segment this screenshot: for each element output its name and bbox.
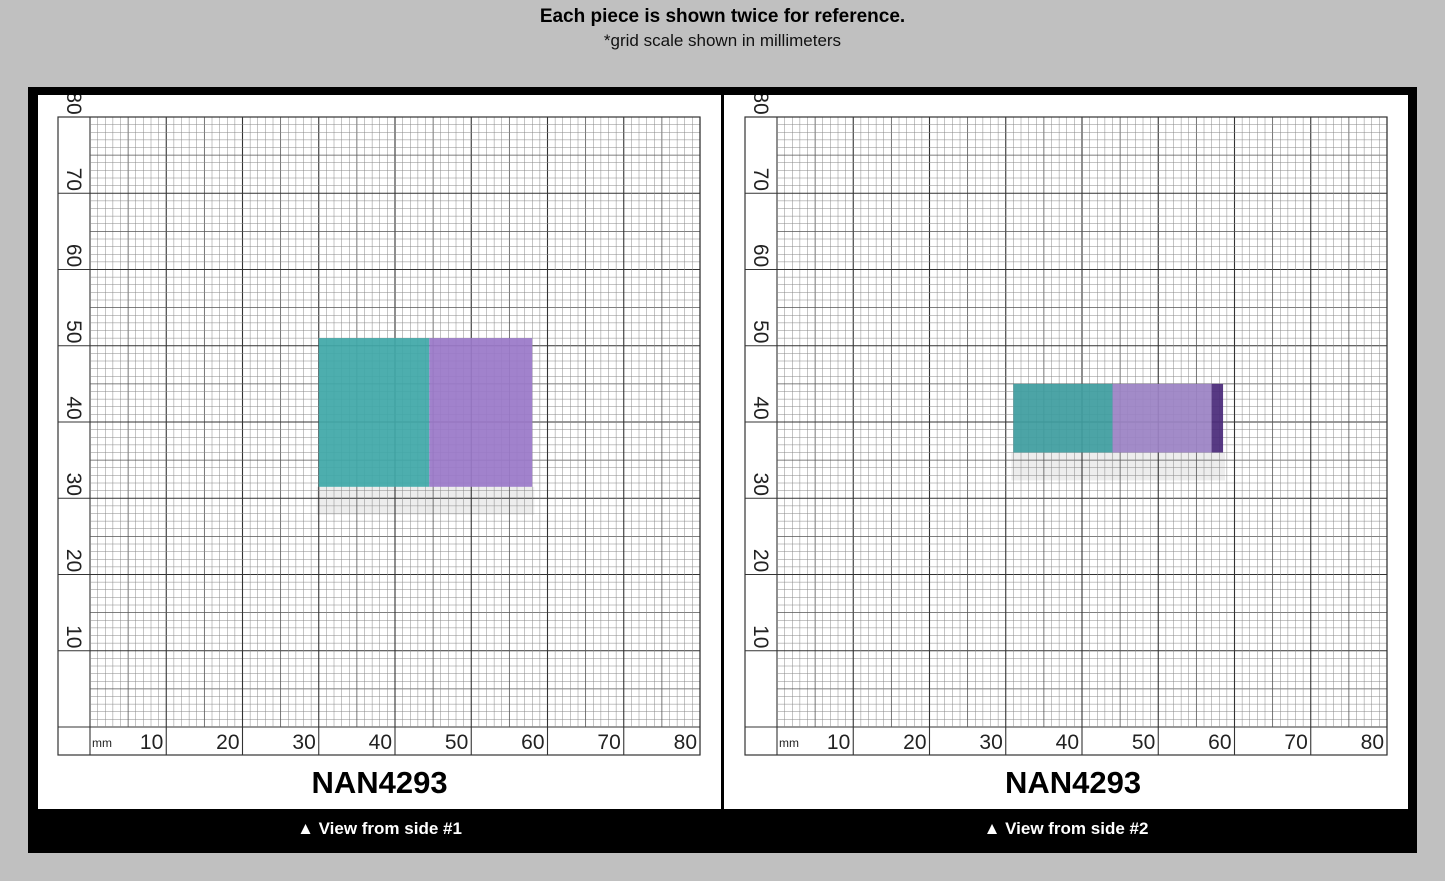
- y-scale-label: 20: [62, 549, 85, 572]
- x-scale-label: 80: [1361, 731, 1384, 754]
- y-scale-label: 20: [749, 549, 772, 572]
- x-scale-label: 10: [827, 731, 850, 754]
- y-scale-label: 70: [749, 168, 772, 191]
- piece-shadow: [1011, 452, 1115, 481]
- x-scale-label: 40: [369, 731, 392, 754]
- piece: [1211, 383, 1224, 453]
- grid-image: mm 10 20 30 40 50 60 70 80 10 20 30 40 50 60 70 80 NAN429…: [57, 91, 701, 800]
- y-scale-label: 40: [749, 396, 772, 419]
- piece: [318, 338, 430, 487]
- y-scale-label: 50: [749, 320, 772, 343]
- x-scale-label: 70: [597, 731, 620, 754]
- x-scale-label: 10: [140, 731, 163, 754]
- y-scale-label: 80: [749, 95, 772, 115]
- y-scale-label: 80: [62, 95, 85, 115]
- caption: ▲ View from side #2: [983, 819, 1149, 838]
- y-scale-label: 60: [62, 244, 85, 267]
- y-scale-label: 10: [749, 625, 772, 648]
- product-code: NAN4293: [311, 765, 447, 800]
- unit-label: mm: [779, 736, 799, 750]
- subtitle: *grid scale shown in millimeters: [603, 31, 842, 50]
- piece: [429, 338, 533, 487]
- panel: mm 10 20 30 40 50 60 70 80 10 20 30 40 50 60 70 80 NAN429…: [724, 91, 1408, 809]
- x-scale-label: 40: [1056, 731, 1079, 754]
- grid-border: [744, 116, 1388, 756]
- piece-shadow: [1110, 452, 1214, 481]
- piece: [1112, 383, 1212, 453]
- piece-shadow: [316, 486, 432, 515]
- frame: mm 10 20 30 40 50 60 70 80 10 20 30 40 50 60 70 80 NAN429…: [28, 87, 1417, 853]
- unit-label: mm: [92, 736, 112, 750]
- x-scale-label: 70: [1284, 731, 1307, 754]
- y-scale-label: 30: [749, 473, 772, 496]
- x-scale-label: 20: [216, 731, 239, 754]
- grid-border: [57, 116, 701, 756]
- grid-image: mm 10 20 30 40 50 60 70 80 10 20 30 40 50 60 70 80 NAN429…: [744, 91, 1388, 800]
- y-scale-label: 70: [62, 168, 85, 191]
- y-scale-label: 30: [62, 473, 85, 496]
- x-scale-label: 50: [445, 731, 468, 754]
- caption: ▲ View from side #1: [297, 819, 462, 838]
- x-scale-label: 60: [1208, 731, 1231, 754]
- y-scale-label: 50: [62, 320, 85, 343]
- x-scale-label: 30: [979, 731, 1002, 754]
- piece: [1013, 383, 1113, 453]
- x-scale-label: 50: [1132, 731, 1155, 754]
- x-scale-label: 80: [674, 731, 697, 754]
- piece-shadow: [427, 486, 535, 515]
- piece-shadow: [1209, 452, 1226, 481]
- x-scale-label: 30: [292, 731, 315, 754]
- x-scale-label: 20: [903, 731, 926, 754]
- title: Each piece is shown twice for reference.: [539, 6, 906, 27]
- x-scale-label: 60: [521, 731, 544, 754]
- y-scale-label: 60: [749, 244, 772, 267]
- y-scale-label: 40: [62, 396, 85, 419]
- panel: mm 10 20 30 40 50 60 70 80 10 20 30 40 50 60 70 80 NAN429…: [38, 91, 721, 809]
- product-code: NAN4293: [1005, 765, 1141, 800]
- y-scale-label: 10: [62, 625, 85, 648]
